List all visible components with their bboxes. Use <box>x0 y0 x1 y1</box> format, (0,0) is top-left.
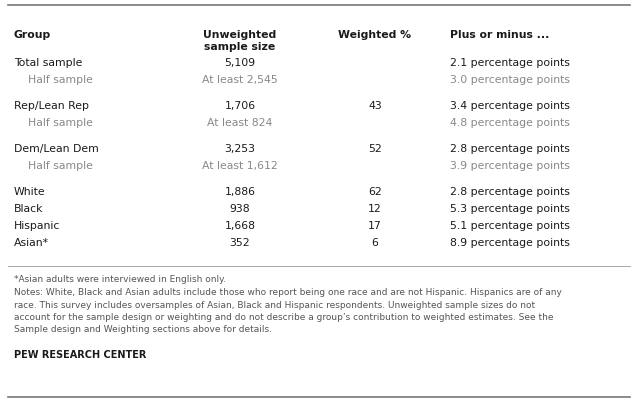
Text: Plus or minus ...: Plus or minus ... <box>450 30 549 40</box>
Text: At least 2,545: At least 2,545 <box>202 75 278 85</box>
Text: PEW RESEARCH CENTER: PEW RESEARCH CENTER <box>14 349 147 359</box>
Text: 352: 352 <box>230 237 250 247</box>
Text: 2.1 percentage points: 2.1 percentage points <box>450 58 570 68</box>
Text: Half sample: Half sample <box>28 118 93 128</box>
Text: At least 824: At least 824 <box>207 118 273 128</box>
Text: 3,253: 3,253 <box>225 144 255 153</box>
Text: 62: 62 <box>368 187 382 196</box>
Text: 5,109: 5,109 <box>225 58 255 68</box>
Text: Half sample: Half sample <box>28 75 93 85</box>
Text: 8.9 percentage points: 8.9 percentage points <box>450 237 570 247</box>
Text: 2.8 percentage points: 2.8 percentage points <box>450 187 570 196</box>
Text: At least 1,612: At least 1,612 <box>202 161 278 171</box>
Text: Total sample: Total sample <box>14 58 83 68</box>
Text: *Asian adults were interviewed in English only.: *Asian adults were interviewed in Englis… <box>14 274 226 283</box>
Text: Asian*: Asian* <box>14 237 49 247</box>
Text: 2.8 percentage points: 2.8 percentage points <box>450 144 570 153</box>
Text: 6: 6 <box>372 237 378 247</box>
Text: 3.9 percentage points: 3.9 percentage points <box>450 161 570 171</box>
Text: 3.0 percentage points: 3.0 percentage points <box>450 75 570 85</box>
Text: Dem/Lean Dem: Dem/Lean Dem <box>14 144 99 153</box>
Text: 938: 938 <box>230 203 250 213</box>
Text: 43: 43 <box>368 101 382 111</box>
Text: 4.8 percentage points: 4.8 percentage points <box>450 118 570 128</box>
Text: Rep/Lean Rep: Rep/Lean Rep <box>14 101 89 111</box>
Text: 3.4 percentage points: 3.4 percentage points <box>450 101 570 111</box>
Text: 1,706: 1,706 <box>225 101 255 111</box>
Text: 5.1 percentage points: 5.1 percentage points <box>450 220 570 230</box>
Text: 1,886: 1,886 <box>225 187 255 196</box>
Text: 12: 12 <box>368 203 382 213</box>
Text: 17: 17 <box>368 220 382 230</box>
Text: Weighted %: Weighted % <box>339 30 412 40</box>
Text: Half sample: Half sample <box>28 161 93 171</box>
Text: Hispanic: Hispanic <box>14 220 60 230</box>
Text: 52: 52 <box>368 144 382 153</box>
Text: Group: Group <box>14 30 51 40</box>
Text: Unweighted
sample size: Unweighted sample size <box>204 30 276 51</box>
Text: Notes: White, Black and Asian adults include those who report being one race and: Notes: White, Black and Asian adults inc… <box>14 287 562 334</box>
Text: Black: Black <box>14 203 44 213</box>
Text: White: White <box>14 187 45 196</box>
Text: 5.3 percentage points: 5.3 percentage points <box>450 203 570 213</box>
Text: 1,668: 1,668 <box>225 220 255 230</box>
